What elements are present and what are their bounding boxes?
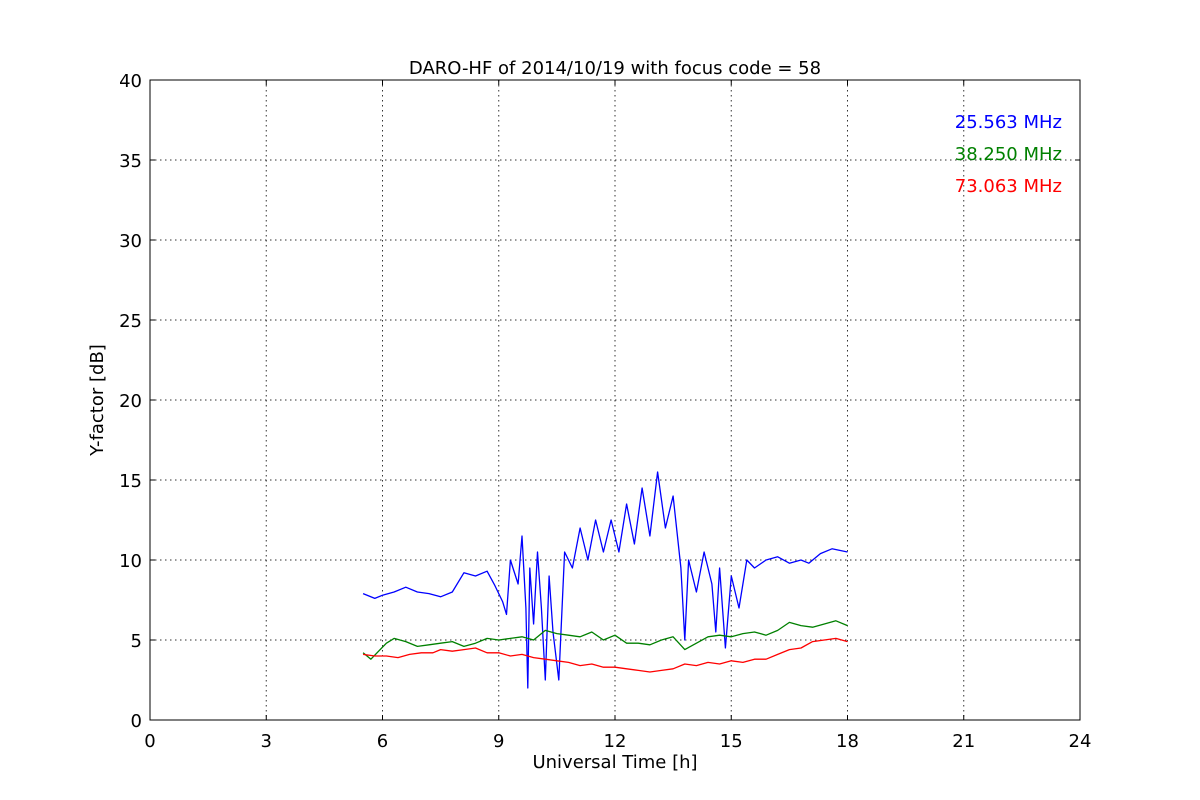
x-tick-labels: 0 3 6 9 12 15 18 21 24 <box>144 731 1091 752</box>
y-tick-labels: 0 5 10 15 20 25 30 35 40 <box>119 71 142 732</box>
x-tick-label: 9 <box>493 731 504 752</box>
x-tick-label: 15 <box>720 731 743 752</box>
x-tick-label: 21 <box>952 731 975 752</box>
series-line-0 <box>362 471 848 689</box>
series-line-1 <box>362 620 848 660</box>
y-tick-label: 40 <box>119 71 142 92</box>
x-tick-label: 0 <box>144 731 155 752</box>
y-tick-label: 15 <box>119 471 142 492</box>
axis-ticks <box>149 79 1081 721</box>
series-group <box>362 471 848 689</box>
y-tick-label: 35 <box>119 151 142 172</box>
legend: 25.563 MHz 38.250 MHz 73.063 MHz <box>955 112 1062 197</box>
legend-entry-2: 73.063 MHz <box>955 176 1062 197</box>
series-line-2 <box>363 637 848 673</box>
x-tick-label: 24 <box>1069 731 1092 752</box>
y-tick-label: 10 <box>119 551 142 572</box>
x-tick-label: 6 <box>377 731 388 752</box>
chart-title: DARO-HF of 2014/10/19 with focus code = … <box>409 58 821 79</box>
grid <box>150 80 1080 720</box>
y-tick-label: 25 <box>119 311 142 332</box>
y-axis-label: Y-factor [dB] <box>87 344 108 457</box>
y-tick-label: 30 <box>119 231 142 252</box>
y-tick-label: 20 <box>119 391 142 412</box>
y-tick-label: 5 <box>131 631 142 652</box>
x-axis-label: Universal Time [h] <box>532 752 697 773</box>
x-tick-label: 3 <box>261 731 272 752</box>
x-tick-label: 12 <box>604 731 627 752</box>
legend-entry-0: 25.563 MHz <box>955 112 1062 133</box>
y-tick-label: 0 <box>131 711 142 732</box>
legend-entry-1: 38.250 MHz <box>955 144 1062 165</box>
x-tick-label: 18 <box>836 731 859 752</box>
